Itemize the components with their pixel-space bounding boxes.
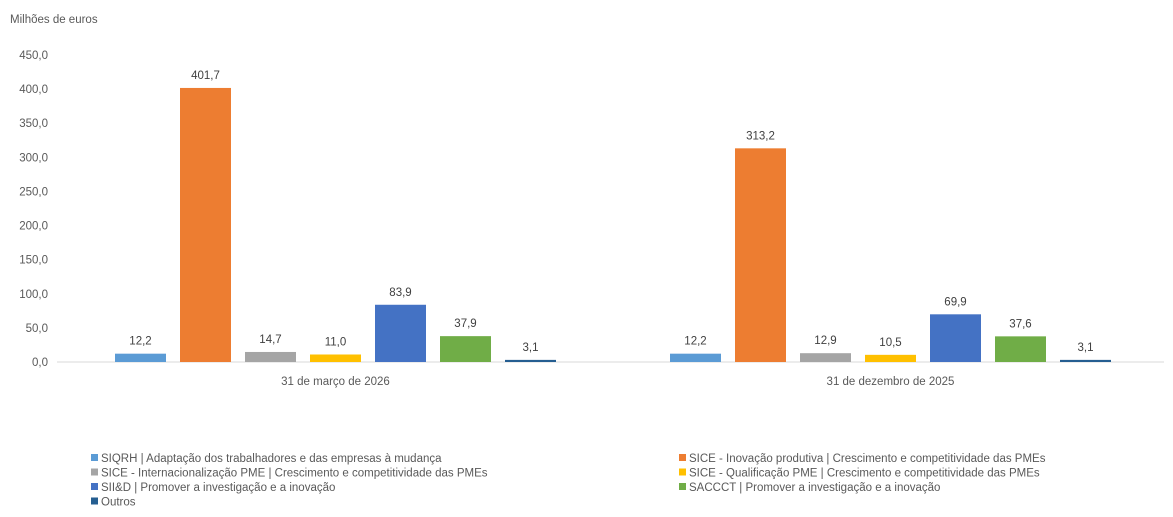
data-label: 3,1 — [1078, 342, 1094, 354]
legend-label: Outros — [101, 497, 136, 509]
legend-label: SICE - Inovação produtiva | Crescimento … — [689, 453, 1046, 465]
data-label: 37,9 — [454, 318, 476, 330]
y-axis-ticks: 0,0 50,0 100,0 150,0 200,0 250,0 300,0 350,0 400… — [19, 50, 48, 369]
data-label: 69,9 — [944, 296, 966, 308]
data-label: 10,5 — [879, 337, 901, 349]
legend: SIQRH | Adaptação dos trabalhadores e da… — [91, 453, 1046, 509]
data-label: 83,9 — [389, 287, 411, 299]
y-tick-label: 250,0 — [19, 186, 48, 198]
y-tick-label: 100,0 — [19, 289, 48, 301]
category-label: 31 de dezembro de 2025 — [827, 376, 955, 388]
legend-swatch — [679, 483, 686, 490]
y-tick-label: 150,0 — [19, 255, 48, 267]
y-axis-label: Milhões de euros — [10, 14, 98, 26]
legend-label: SIQRH | Adaptação dos trabalhadores e da… — [101, 453, 442, 465]
legend-swatch — [91, 483, 98, 490]
data-label: 12,2 — [129, 336, 151, 348]
bar — [440, 336, 491, 362]
legend-swatch — [91, 468, 98, 476]
bar — [115, 353, 166, 362]
bar — [245, 351, 296, 362]
y-tick-label: 300,0 — [19, 152, 48, 164]
legend-label: SICE - Internacionalização PME | Crescim… — [101, 468, 488, 480]
bar — [930, 314, 981, 362]
legend-label: SII&D | Promover a investigação e a inov… — [101, 482, 335, 494]
bar — [995, 336, 1046, 362]
bar — [670, 353, 721, 362]
y-tick-label: 50,0 — [26, 323, 48, 335]
category-labels: 31 de março de 2026 31 de dezembro de 202… — [281, 376, 954, 388]
y-tick-label: 350,0 — [19, 118, 48, 130]
bar — [310, 354, 361, 362]
bar — [735, 148, 786, 362]
category-label: 31 de março de 2026 — [281, 376, 390, 388]
y-tick-label: 0,0 — [32, 357, 48, 369]
y-tick-label: 200,0 — [19, 221, 48, 233]
legend-swatch — [91, 454, 98, 461]
bar — [505, 359, 556, 362]
bar — [800, 353, 851, 362]
data-label: 313,2 — [746, 130, 775, 142]
bar — [1060, 359, 1111, 362]
bars — [115, 87, 1111, 363]
bar — [180, 87, 231, 363]
data-label: 12,2 — [684, 336, 706, 348]
legend-swatch — [91, 497, 98, 505]
legend-swatch — [679, 454, 686, 461]
bar — [865, 354, 916, 362]
data-label: 14,7 — [259, 334, 281, 346]
data-label: 3,1 — [523, 342, 539, 354]
data-labels: 12,2 401,7 14,7 11,0 83,9 37,9 3,1 12,2 313,2 12,… — [129, 70, 1093, 354]
legend-swatch — [679, 468, 686, 476]
legend-label: SICE - Qualificação PME | Crescimento e … — [689, 468, 1040, 480]
legend-label: SACCCT | Promover a investigação e a ino… — [689, 482, 940, 494]
y-tick-label: 450,0 — [19, 50, 48, 62]
data-label: 37,6 — [1009, 318, 1031, 330]
y-tick-label: 400,0 — [19, 84, 48, 96]
data-label: 12,9 — [814, 335, 836, 347]
bar — [375, 304, 426, 362]
data-label: 11,0 — [325, 336, 347, 348]
data-label: 401,7 — [191, 70, 220, 82]
